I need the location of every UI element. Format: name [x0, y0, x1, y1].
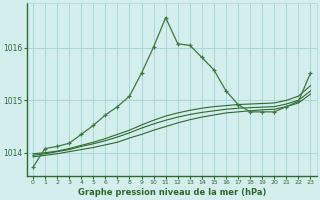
- X-axis label: Graphe pression niveau de la mer (hPa): Graphe pression niveau de la mer (hPa): [77, 188, 266, 197]
